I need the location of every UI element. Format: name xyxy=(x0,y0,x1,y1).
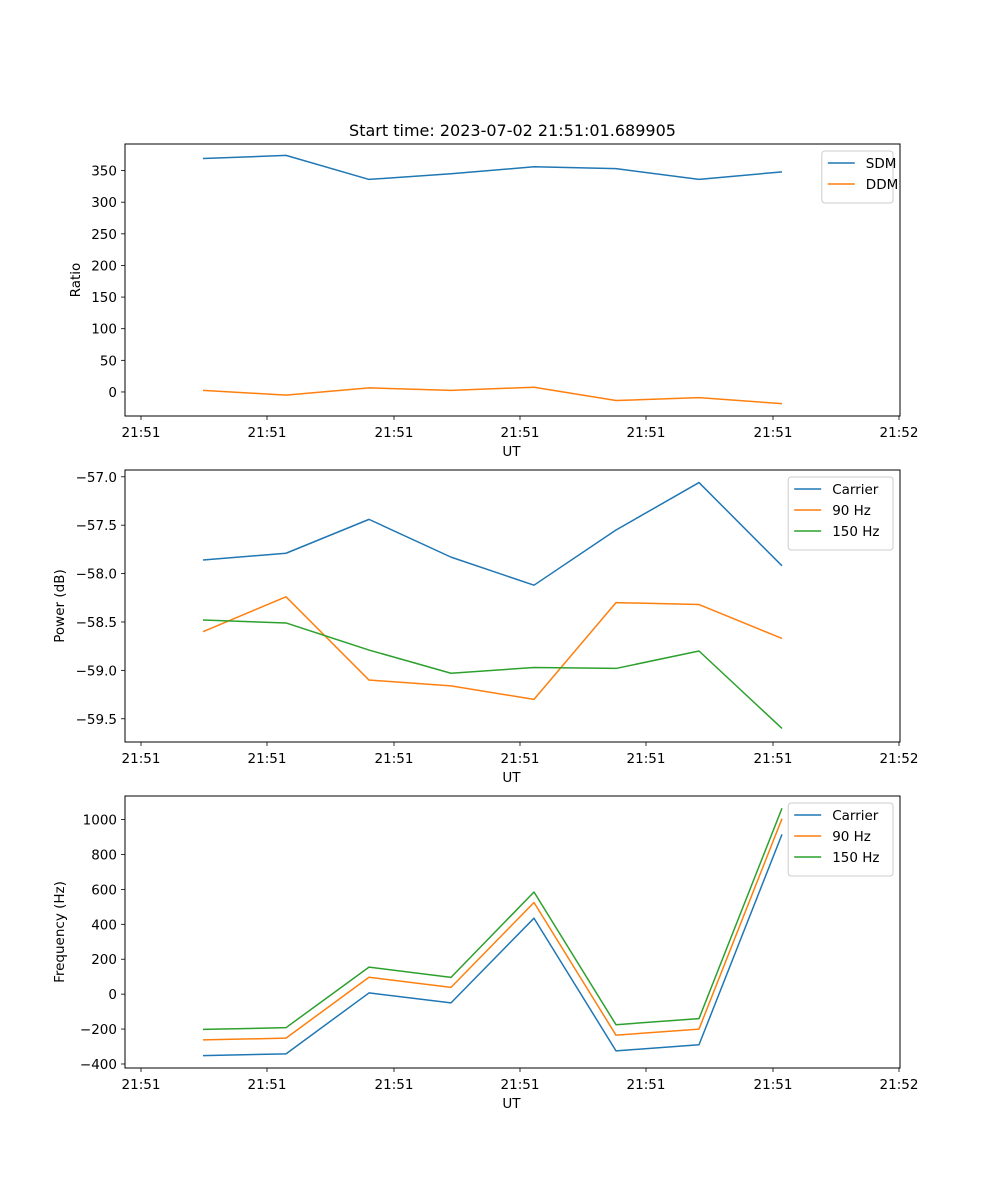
y-tick-label: 100 xyxy=(91,322,117,338)
y-tick-label: −58.5 xyxy=(76,615,117,631)
chart-panel-1: 21:51 21:51 21:51 21:51 21:51 21:51 21:52 UT 0 50… xyxy=(68,143,919,460)
x-tick-label: 21:51 xyxy=(248,425,287,441)
series-line-150-hz xyxy=(202,807,783,1031)
y-tick-label: 800 xyxy=(91,847,117,863)
x-tick-label: 21:51 xyxy=(754,425,793,441)
y-tick-label: −400 xyxy=(80,1057,117,1073)
x-tick-label: 21:51 xyxy=(501,1077,540,1093)
legend-entry: Carrier xyxy=(832,808,879,824)
legend-entry: 150 Hz xyxy=(832,850,879,866)
series-line-90-hz xyxy=(202,818,783,1041)
x-tick-label: 21:52 xyxy=(880,1077,919,1093)
x-tick-label: 21:51 xyxy=(754,751,793,767)
y-tick-label: 200 xyxy=(91,258,117,274)
legend-entry: 90 Hz xyxy=(832,503,871,519)
y-tick-label: 1000 xyxy=(83,813,117,829)
series-line-carrier xyxy=(202,481,783,586)
y-axis-label: Frequency (Hz) xyxy=(52,881,68,983)
y-tick-label: −57.0 xyxy=(76,470,117,486)
x-tick-label: 21:51 xyxy=(375,425,414,441)
legend: Carrier 90 Hz 150 Hz xyxy=(787,802,894,877)
x-tick-label: 21:51 xyxy=(122,751,161,767)
x-axis-label: UT xyxy=(502,770,521,786)
y-tick-label: −59.0 xyxy=(76,663,117,679)
x-tick-label: 21:52 xyxy=(880,751,919,767)
y-tick-label: 300 xyxy=(91,195,117,211)
axes-frame xyxy=(124,469,901,743)
x-tick-label: 21:51 xyxy=(375,751,414,767)
y-tick-label: 50 xyxy=(100,353,117,369)
x-tick-label: 21:51 xyxy=(627,425,666,441)
series-line-90-hz xyxy=(202,596,783,701)
legend-entry: 90 Hz xyxy=(832,829,871,845)
x-tick-label: 21:51 xyxy=(501,425,540,441)
y-tick-label: −58.0 xyxy=(76,567,117,583)
x-tick-label: 21:51 xyxy=(627,1077,666,1093)
x-tick-label: 21:51 xyxy=(248,1077,287,1093)
x-axis-label: UT xyxy=(502,1096,521,1112)
series-line-ddm xyxy=(202,386,783,405)
y-tick-label: 600 xyxy=(91,882,117,898)
axes-frame xyxy=(124,143,901,417)
x-tick-label: 21:51 xyxy=(248,751,287,767)
legend: Carrier 90 Hz 150 Hz xyxy=(787,476,894,551)
y-tick-label: 150 xyxy=(91,290,117,306)
legend: SDM DDM xyxy=(821,150,898,204)
x-tick-label: 21:52 xyxy=(880,425,919,441)
y-tick-label: 0 xyxy=(108,385,117,401)
x-tick-label: 21:51 xyxy=(627,751,666,767)
legend-entry: SDM xyxy=(866,156,897,172)
chart-panel-2: 21:51 21:51 21:51 21:51 21:51 21:51 21:52 UT −59… xyxy=(52,469,919,786)
y-axis-label: Power (dB) xyxy=(52,569,68,642)
y-tick-label: −200 xyxy=(80,1022,117,1038)
y-tick-label: 350 xyxy=(91,164,117,180)
legend-entry: Carrier xyxy=(832,482,879,498)
series-line-sdm xyxy=(202,154,783,181)
y-tick-label: 200 xyxy=(91,952,117,968)
x-tick-label: 21:51 xyxy=(122,1077,161,1093)
x-tick-label: 21:51 xyxy=(122,425,161,441)
y-tick-label: 250 xyxy=(91,227,117,243)
x-tick-label: 21:51 xyxy=(501,751,540,767)
y-tick-label: −57.5 xyxy=(76,518,117,534)
y-axis-label: Ratio xyxy=(68,263,84,298)
legend-entry: DDM xyxy=(866,177,898,193)
x-axis-label: UT xyxy=(502,444,521,460)
x-tick-label: 21:51 xyxy=(754,1077,793,1093)
legend-box xyxy=(821,150,894,204)
axes-frame xyxy=(124,795,901,1069)
chart-panel-3: 21:51 21:51 21:51 21:51 21:51 21:51 21:52 UT −40… xyxy=(52,795,919,1112)
y-tick-label: 400 xyxy=(91,917,117,933)
y-tick-label: 0 xyxy=(108,987,117,1003)
y-tick-label: −59.5 xyxy=(76,712,117,728)
series-line-carrier xyxy=(202,834,783,1057)
figure-title: Start time: 2023-07-02 21:51:01.689905 xyxy=(349,121,676,140)
x-tick-label: 21:51 xyxy=(375,1077,414,1093)
series-line-150-hz xyxy=(202,619,783,729)
legend-entry: 150 Hz xyxy=(832,524,879,540)
